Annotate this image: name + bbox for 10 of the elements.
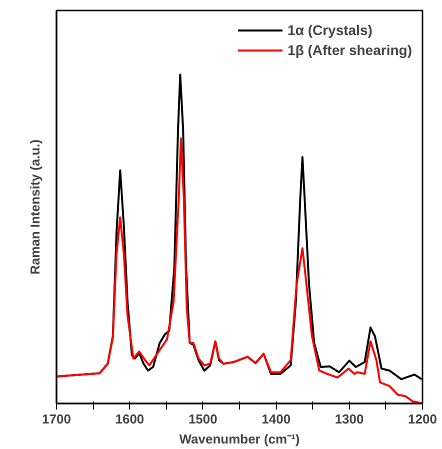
x-tick-label: 1600 — [115, 412, 144, 426]
x-tick-label: 1500 — [188, 412, 218, 426]
x-tick-label: 1700 — [42, 412, 71, 426]
x-tick-label: 1200 — [408, 412, 437, 426]
legend-label: 1β (After shearing) — [288, 42, 412, 58]
y-axis-title: Raman Intensity (a.u.) — [28, 139, 42, 275]
x-tick-label: 1300 — [334, 412, 364, 426]
x-axis-title: Wavenumber (cm⁻¹) — [179, 432, 300, 446]
legend-label: 1α (Crystals) — [288, 22, 372, 38]
x-tick-label: 1400 — [262, 412, 291, 426]
